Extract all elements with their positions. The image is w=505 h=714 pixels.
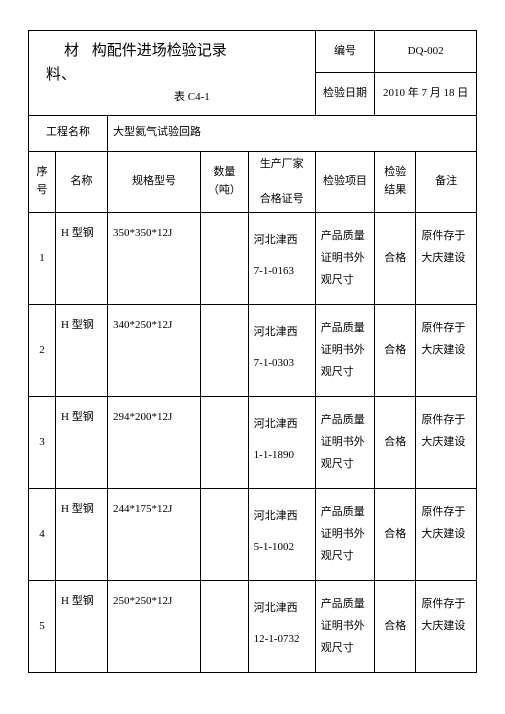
title-subtitle: 表 C4-1 — [34, 89, 310, 107]
cell-mfr: 河北津西 1-1-1890 — [248, 397, 315, 489]
cell-mfr: 河北津西 12-1-0732 — [248, 581, 315, 673]
cell-qty — [201, 581, 249, 673]
cell-result: 合格 — [375, 305, 416, 397]
cell-remark: 原件存于大庆建设 — [416, 305, 477, 397]
title-part-2: 构配件进场检验记录 — [82, 39, 227, 63]
title-part-3: 料、 — [34, 67, 76, 83]
cell-item: 产品质量证明书外观尺寸 — [315, 213, 375, 305]
cell-name: H 型钢 — [56, 581, 108, 673]
document-title: 材 构配件进场检验记录 料、 表 C4-1 — [29, 31, 316, 116]
table-row: 3 H 型钢 294*200*12J 河北津西 1-1-1890 产品质量证明书… — [29, 397, 477, 489]
cell-result: 合格 — [375, 581, 416, 673]
col-qty: 数量 （吨） — [201, 151, 249, 213]
cell-item: 产品质量证明书外观尺寸 — [315, 305, 375, 397]
cell-name: H 型钢 — [56, 489, 108, 581]
col-item: 检验项目 — [315, 151, 375, 213]
col-mfr: 生产厂家 合格证号 — [248, 151, 315, 213]
col-name: 名称 — [56, 151, 108, 213]
project-value: 大型氦气试验回路 — [107, 115, 476, 151]
cell-item: 产品质量证明书外观尺寸 — [315, 489, 375, 581]
date-label: 检验日期 — [315, 73, 375, 115]
cell-spec: 340*250*12J — [107, 305, 200, 397]
cell-seq: 5 — [29, 581, 56, 673]
table-row: 5 H 型钢 250*250*12J 河北津西 12-1-0732 产品质量证明… — [29, 581, 477, 673]
cell-name: H 型钢 — [56, 397, 108, 489]
cell-remark: 原件存于大庆建设 — [416, 213, 477, 305]
cell-spec: 350*350*12J — [107, 213, 200, 305]
cell-seq: 1 — [29, 213, 56, 305]
project-label: 工程名称 — [29, 115, 108, 151]
cell-qty — [201, 213, 249, 305]
cell-qty — [201, 489, 249, 581]
date-value: 2010 年 7 月 18 日 — [375, 73, 477, 115]
cell-mfr: 河北津西 7-1-0303 — [248, 305, 315, 397]
cell-seq: 3 — [29, 397, 56, 489]
col-seq: 序号 — [29, 151, 56, 213]
number-label: 编号 — [315, 31, 375, 73]
cell-remark: 原件存于大庆建设 — [416, 397, 477, 489]
cell-remark: 原件存于大庆建设 — [416, 489, 477, 581]
cell-result: 合格 — [375, 397, 416, 489]
col-result: 检验结果 — [375, 151, 416, 213]
table-row: 4 H 型钢 244*175*12J 河北津西 5-1-1002 产品质量证明书… — [29, 489, 477, 581]
cell-spec: 294*200*12J — [107, 397, 200, 489]
cell-name: H 型钢 — [56, 305, 108, 397]
cell-remark: 原件存于大庆建设 — [416, 581, 477, 673]
cell-spec: 250*250*12J — [107, 581, 200, 673]
cell-name: H 型钢 — [56, 213, 108, 305]
cell-seq: 2 — [29, 305, 56, 397]
cell-result: 合格 — [375, 489, 416, 581]
table-row: 1 H 型钢 350*350*12J 河北津西 7-1-0163 产品质量证明书… — [29, 213, 477, 305]
cell-spec: 244*175*12J — [107, 489, 200, 581]
cell-result: 合格 — [375, 213, 416, 305]
cell-mfr: 河北津西 5-1-1002 — [248, 489, 315, 581]
cell-item: 产品质量证明书外观尺寸 — [315, 397, 375, 489]
col-spec: 规格型号 — [107, 151, 200, 213]
number-value: DQ-002 — [375, 31, 477, 73]
title-part-1: 材 — [34, 39, 79, 63]
cell-seq: 4 — [29, 489, 56, 581]
inspection-record-table: 材 构配件进场检验记录 料、 表 C4-1 编号 DQ-002 检验日期 201… — [28, 30, 477, 673]
cell-mfr: 河北津西 7-1-0163 — [248, 213, 315, 305]
cell-item: 产品质量证明书外观尺寸 — [315, 581, 375, 673]
cell-qty — [201, 305, 249, 397]
cell-qty — [201, 397, 249, 489]
col-remark: 备注 — [416, 151, 477, 213]
table-row: 2 H 型钢 340*250*12J 河北津西 7-1-0303 产品质量证明书… — [29, 305, 477, 397]
